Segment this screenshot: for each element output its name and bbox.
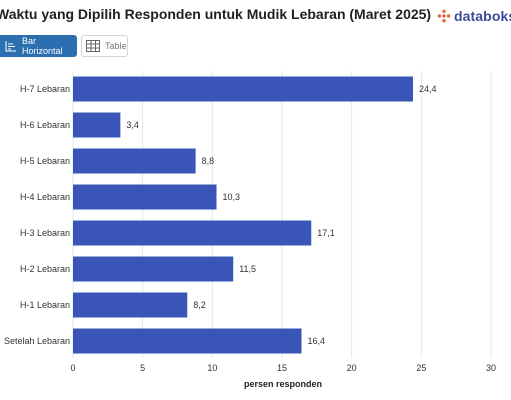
x-tick-label-4: 20 (347, 363, 357, 373)
x-tick-label-0: 0 (70, 363, 75, 373)
bar-5[interactable] (73, 256, 234, 282)
value-label-3: 10,3 (223, 192, 241, 202)
category-label-3: H-4 Lebaran (20, 192, 70, 202)
bar-6[interactable] (73, 292, 188, 318)
bar-4[interactable] (73, 220, 312, 246)
view-tabs: Bar Horizontal Table (0, 35, 128, 57)
bar-1[interactable] (73, 112, 121, 138)
tab-bar-horizontal-label: Bar Horizontal (22, 36, 63, 56)
bar-chart-icon (5, 41, 16, 52)
chart-title: Waktu yang Dipilih Responden untuk Mudik… (0, 6, 432, 22)
x-tick-label-3: 15 (277, 363, 287, 373)
bar-7[interactable] (73, 328, 302, 354)
value-label-4: 17,1 (317, 228, 335, 238)
tab-bar-horizontal[interactable]: Bar Horizontal (0, 35, 77, 57)
category-label-5: H-2 Lebaran (20, 264, 70, 274)
x-axis-title: persen responden (244, 379, 322, 389)
brand-name: databoks (454, 8, 511, 24)
x-tick-label-1: 5 (140, 363, 145, 373)
value-label-7: 16,4 (308, 336, 326, 346)
value-label-2: 8,8 (202, 156, 215, 166)
bar-3[interactable] (73, 184, 217, 210)
category-label-1: H-6 Lebaran (20, 120, 70, 130)
value-label-5: 11,5 (239, 264, 256, 274)
table-icon (86, 40, 100, 52)
value-label-6: 8,2 (193, 300, 206, 310)
x-tick-label-6: 30 (486, 363, 496, 373)
x-tick-label-2: 10 (207, 363, 217, 373)
tab-table[interactable]: Table (81, 35, 128, 57)
category-label-4: H-3 Lebaran (20, 228, 70, 238)
x-tick-label-5: 25 (416, 363, 426, 373)
brand-logo: databoks (437, 6, 511, 26)
bar-2[interactable] (73, 148, 196, 174)
tab-table-label: Table (105, 41, 127, 51)
category-label-6: H-1 Lebaran (20, 300, 70, 310)
value-label-1: 3,4 (126, 120, 139, 130)
brand-logo-icon (437, 9, 451, 23)
bar-0[interactable] (73, 76, 413, 102)
category-label-2: H-5 Lebaran (20, 156, 70, 166)
category-label-0: H-7 Lebaran (20, 84, 70, 94)
category-label-7: Setelah Lebaran (4, 336, 70, 346)
value-label-0: 24,4 (419, 84, 437, 94)
